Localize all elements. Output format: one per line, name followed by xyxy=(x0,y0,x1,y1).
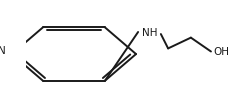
Text: NH: NH xyxy=(142,28,157,38)
Text: OH: OH xyxy=(213,47,229,57)
Text: N: N xyxy=(0,46,5,56)
